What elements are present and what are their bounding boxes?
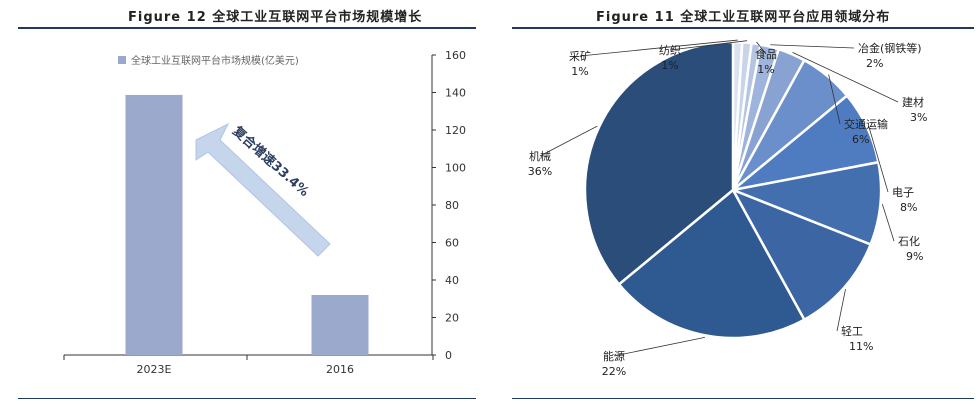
top-rule (512, 27, 974, 29)
slice-percent: 36% (528, 165, 552, 178)
leader-line (881, 203, 895, 242)
pie-chart: 采矿 1% 纺织 1% 食品 1% 冶金(钢铁等) 2% 建材 3% 交通运输 6% 电子 8% 石化 9% 轻… (528, 39, 927, 378)
y-tick-label: 140 (445, 87, 466, 100)
bar-2023E (125, 94, 183, 355)
slice-percent: 1% (757, 63, 774, 76)
figure-12-title: Figure 12 全球工业互联网平台市场规模增长 (128, 10, 423, 25)
slice-label: 冶金(钢铁等) (858, 41, 922, 55)
slice-percent: 1% (661, 59, 678, 72)
pie-slice-机械 (583, 40, 735, 287)
slice-label: 电子 (892, 186, 914, 199)
y-tick-label: 160 (445, 49, 466, 62)
slice-label: 建材 (902, 95, 924, 109)
slice-label: 食品 (755, 47, 777, 61)
leader-line (868, 126, 889, 193)
leader-line (836, 289, 846, 332)
slice-percent: 9% (906, 250, 923, 263)
bar-2016 (311, 295, 369, 355)
slice-percent: 6% (852, 133, 869, 146)
slice-label: 石化 (898, 234, 920, 248)
y-tick-label: 20 (445, 312, 459, 325)
pie-slice-轻工 (730, 187, 873, 322)
y-tick-label: 120 (445, 124, 466, 137)
leader-line (792, 51, 899, 103)
leader-line (770, 44, 855, 49)
slice-label: 能源 (603, 349, 625, 363)
slice-percent: 8% (900, 201, 917, 214)
top-rule (18, 27, 476, 29)
legend-label: 全球工业互联网平台市场规模(亿美元) (131, 54, 299, 67)
slice-label: 轻工 (841, 324, 863, 338)
slice-percent: 22% (602, 365, 626, 378)
slice-label: 机械 (529, 149, 551, 163)
y-tick-label: 100 (445, 162, 466, 175)
bottom-rule (18, 398, 476, 399)
leader-line (613, 336, 705, 357)
slice-percent: 3% (910, 111, 927, 124)
pie-slice-石化 (728, 160, 883, 247)
growth-arrow: 复合增速33.4% (195, 122, 331, 257)
figure-12-panel: Figure 12 全球工业互联网平台市场规模增长 0 20 40 60 80 100 12… (0, 0, 478, 405)
slice-label: 纺织 (659, 43, 681, 57)
bar-chart: 0 20 40 60 80 100 120 140 160 2016 2023E 全球工业互联网平… (63, 49, 466, 376)
x-tick-label: 2023E (137, 363, 172, 376)
leader-line (579, 39, 738, 57)
legend-swatch (118, 56, 126, 64)
leader-line (669, 40, 748, 51)
slice-label: 采矿 (569, 50, 591, 63)
slice-percent: 1% (571, 65, 588, 78)
pie-slice-能源 (617, 188, 806, 340)
leader-line (828, 74, 841, 125)
figure-11-title: Figure 11 全球工业互联网平台应用领域分布 (596, 10, 891, 25)
leader-line (756, 41, 767, 55)
arrow-icon (195, 122, 331, 257)
y-tick-label: 0 (445, 349, 452, 362)
slice-label: 交通运输 (844, 117, 888, 131)
x-tick-label: 2016 (326, 363, 354, 376)
slice-percent: 11% (849, 340, 873, 353)
figure-11-panel: Figure 11 全球工业互联网平台应用领域分布 采矿 1% 纺织 1% 食品 1% 冶金… (496, 0, 980, 405)
y-tick-label: 80 (445, 199, 459, 212)
slice-percent: 2% (866, 57, 883, 70)
leader-line (539, 125, 598, 157)
y-tick-label: 40 (445, 274, 459, 287)
y-tick-label: 60 (445, 237, 459, 250)
bottom-rule (512, 398, 974, 399)
